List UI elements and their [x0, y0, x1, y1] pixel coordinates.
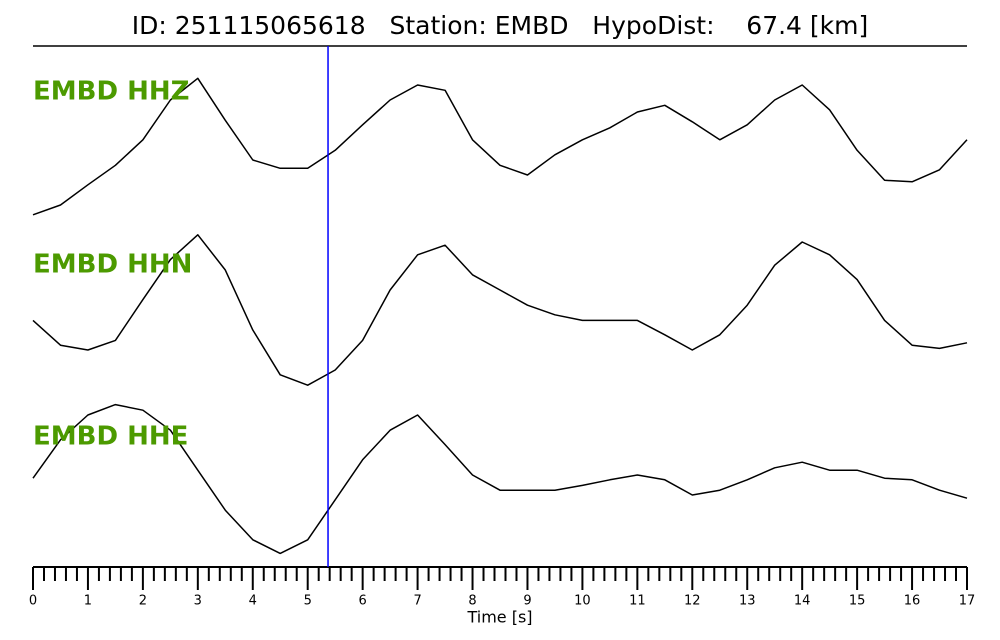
x-tick-label: 4: [249, 594, 257, 609]
x-tick-label: 9: [523, 594, 531, 609]
x-tick-label: 7: [413, 594, 421, 609]
x-tick-label: 0: [29, 594, 37, 609]
chart-title: ID: 251115065618 Station: EMBD HypoDist:…: [132, 11, 869, 40]
x-tick-label: 17: [959, 594, 976, 609]
x-tick-label: 3: [194, 594, 202, 609]
trace-label: EMBD HHE: [33, 422, 188, 452]
trace-label: EMBD HHN: [33, 250, 192, 280]
trace-label: EMBD HHZ: [33, 77, 189, 107]
x-tick-label: 11: [629, 594, 646, 609]
x-tick-label: 16: [904, 594, 921, 609]
x-tick-label: 6: [359, 594, 367, 609]
x-tick-label: 1: [84, 594, 92, 609]
x-tick-label: 10: [574, 594, 591, 609]
x-tick-label: 14: [794, 594, 811, 609]
x-tick-label: 2: [139, 594, 147, 609]
trace: [32, 77, 968, 216]
x-axis-label: Time [s]: [466, 608, 532, 627]
x-tick-label: 13: [739, 594, 756, 609]
trace: [32, 403, 968, 555]
trace: [32, 234, 968, 386]
x-tick-label: 5: [304, 594, 312, 609]
x-tick-label: 12: [684, 594, 701, 609]
x-tick-label: 15: [849, 594, 866, 609]
x-tick-label: 8: [468, 594, 476, 609]
